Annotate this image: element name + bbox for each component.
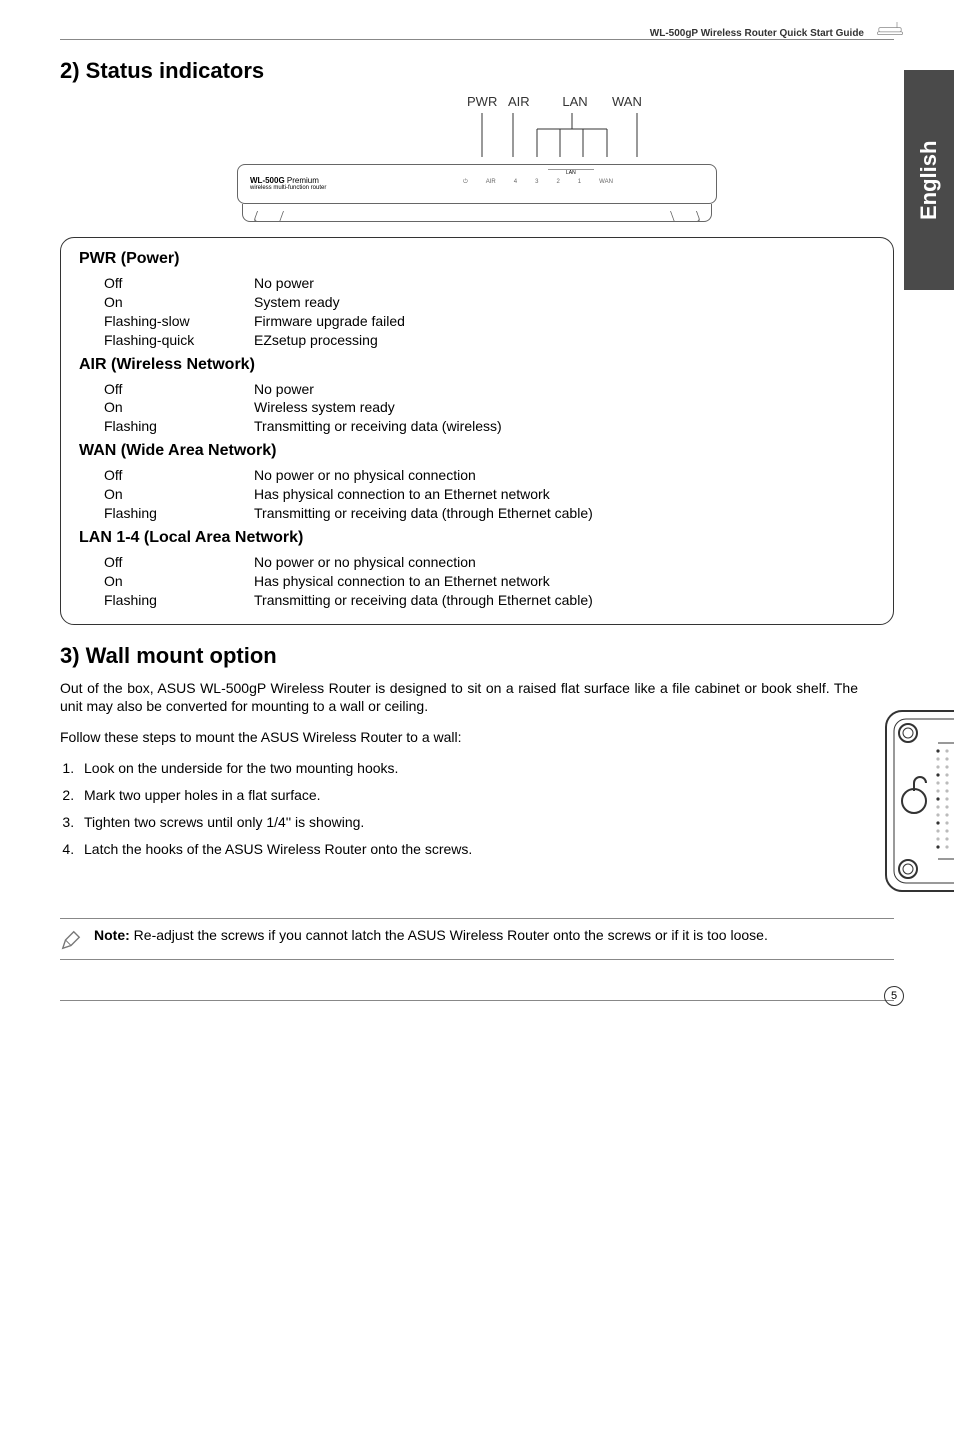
router-brand: WL-500G xyxy=(250,176,285,185)
status-desc: Transmitting or receiving data (through … xyxy=(254,591,593,610)
router-front-diagram: PWR AIR LAN WAN WL-500G Premium wireless… xyxy=(237,94,717,222)
status-state: Off xyxy=(104,274,254,293)
status-row: Flashing-slowFirmware upgrade failed xyxy=(104,312,875,331)
footer-rule xyxy=(60,1000,894,1001)
led-small-lan: LAN xyxy=(548,169,594,176)
status-row: OnHas physical connection to an Ethernet… xyxy=(104,485,875,504)
status-state: On xyxy=(104,398,254,417)
status-row: FlashingTransmitting or receiving data (… xyxy=(104,591,875,610)
router-header-icon xyxy=(876,22,904,36)
page-number: 5 xyxy=(884,986,904,1006)
status-state: Off xyxy=(104,380,254,399)
led-small-pwr: ⏻ xyxy=(463,179,468,186)
status-desc: Transmitting or receiving data (through … xyxy=(254,504,593,523)
status-desc: No power or no physical connection xyxy=(254,553,476,572)
section3-text: Out of the box, ASUS WL-500gP Wireless R… xyxy=(60,679,858,904)
label-air: AIR xyxy=(508,94,538,109)
router-brand-sub: wireless multi-function router xyxy=(250,185,326,191)
section3-title: 3) Wall mount option xyxy=(60,643,894,669)
status-row: OnHas physical connection to an Ethernet… xyxy=(104,572,875,591)
status-group-heading: AIR (Wireless Network) xyxy=(79,356,875,374)
status-desc: Firmware upgrade failed xyxy=(254,312,405,331)
status-row: OnWireless system ready xyxy=(104,398,875,417)
status-desc: No power xyxy=(254,380,314,399)
led-pointer-lines xyxy=(237,111,717,159)
section2-title: 2) Status indicators xyxy=(60,58,894,84)
status-row: FlashingTransmitting or receiving data (… xyxy=(104,504,875,523)
status-state: Flashing xyxy=(104,504,254,523)
led-small-air: AIR xyxy=(486,179,496,186)
status-row: OffNo power xyxy=(104,380,875,399)
status-desc: No power or no physical connection xyxy=(254,466,476,485)
status-state: Flashing xyxy=(104,591,254,610)
led-small-1: 1 xyxy=(578,179,581,186)
status-table: OffNo powerOnWireless system readyFlashi… xyxy=(104,380,875,437)
step-item: Latch the hooks of the ASUS Wireless Rou… xyxy=(78,840,858,859)
status-state: Off xyxy=(104,553,254,572)
status-desc: No power xyxy=(254,274,314,293)
router-brand-suffix: Premium xyxy=(287,176,319,185)
status-desc: Has physical connection to an Ethernet n… xyxy=(254,485,550,504)
pencil-icon xyxy=(60,929,82,951)
step-item: Tighten two screws until only 1/4'' is s… xyxy=(78,813,858,832)
status-row: OnSystem ready xyxy=(104,293,875,312)
step-item: Mark two upper holes in a flat surface. xyxy=(78,786,858,805)
status-state: On xyxy=(104,485,254,504)
step-item: Look on the underside for the two mounti… xyxy=(78,759,858,778)
status-group-heading: LAN 1-4 (Local Area Network) xyxy=(79,529,875,547)
status-row: OffNo power xyxy=(104,274,875,293)
note-text: Note: Re-adjust the screws if you cannot… xyxy=(94,927,768,943)
wall-mount-diagram xyxy=(878,679,954,904)
section3-p2: Follow these steps to mount the ASUS Wir… xyxy=(60,728,858,747)
status-row: FlashingTransmitting or receiving data (… xyxy=(104,417,875,436)
note-box: Note: Re-adjust the screws if you cannot… xyxy=(60,918,894,960)
status-state: On xyxy=(104,572,254,591)
status-state: Flashing-quick xyxy=(104,331,254,350)
section3-p1: Out of the box, ASUS WL-500gP Wireless R… xyxy=(60,679,858,717)
header-rule xyxy=(60,39,894,40)
header-title: WL-500gP Wireless Router Quick Start Gui… xyxy=(60,28,894,39)
status-state: Flashing-slow xyxy=(104,312,254,331)
status-indicators-box: PWR (Power)OffNo powerOnSystem readyFlas… xyxy=(60,237,894,625)
led-small-2: 2 xyxy=(556,179,559,186)
status-desc: Has physical connection to an Ethernet n… xyxy=(254,572,550,591)
status-desc: Transmitting or receiving data (wireless… xyxy=(254,417,502,436)
led-small-3: 3 xyxy=(535,179,538,186)
status-group-heading: PWR (Power) xyxy=(79,250,875,268)
status-table: OffNo powerOnSystem readyFlashing-slowFi… xyxy=(104,274,875,350)
status-row: Flashing-quickEZsetup processing xyxy=(104,331,875,350)
steps-list: Look on the underside for the two mounti… xyxy=(78,759,858,859)
status-desc: System ready xyxy=(254,293,340,312)
led-small-4: 4 xyxy=(514,179,517,186)
status-desc: Wireless system ready xyxy=(254,398,395,417)
label-lan: LAN xyxy=(545,94,605,109)
label-pwr: PWR xyxy=(467,94,501,109)
status-state: On xyxy=(104,293,254,312)
status-group-heading: WAN (Wide Area Network) xyxy=(79,442,875,460)
status-desc: EZsetup processing xyxy=(254,331,378,350)
status-row: OffNo power or no physical connection xyxy=(104,466,875,485)
status-state: Off xyxy=(104,466,254,485)
status-row: OffNo power or no physical connection xyxy=(104,553,875,572)
status-table: OffNo power or no physical connectionOnH… xyxy=(104,466,875,523)
status-state: Flashing xyxy=(104,417,254,436)
language-tab: English xyxy=(904,70,954,290)
note-body: Re-adjust the screws if you cannot latch… xyxy=(130,927,768,943)
led-small-wan: WAN xyxy=(599,179,613,186)
label-wan: WAN xyxy=(612,94,652,109)
status-table: OffNo power or no physical connectionOnH… xyxy=(104,553,875,610)
note-label: Note: xyxy=(94,927,130,943)
